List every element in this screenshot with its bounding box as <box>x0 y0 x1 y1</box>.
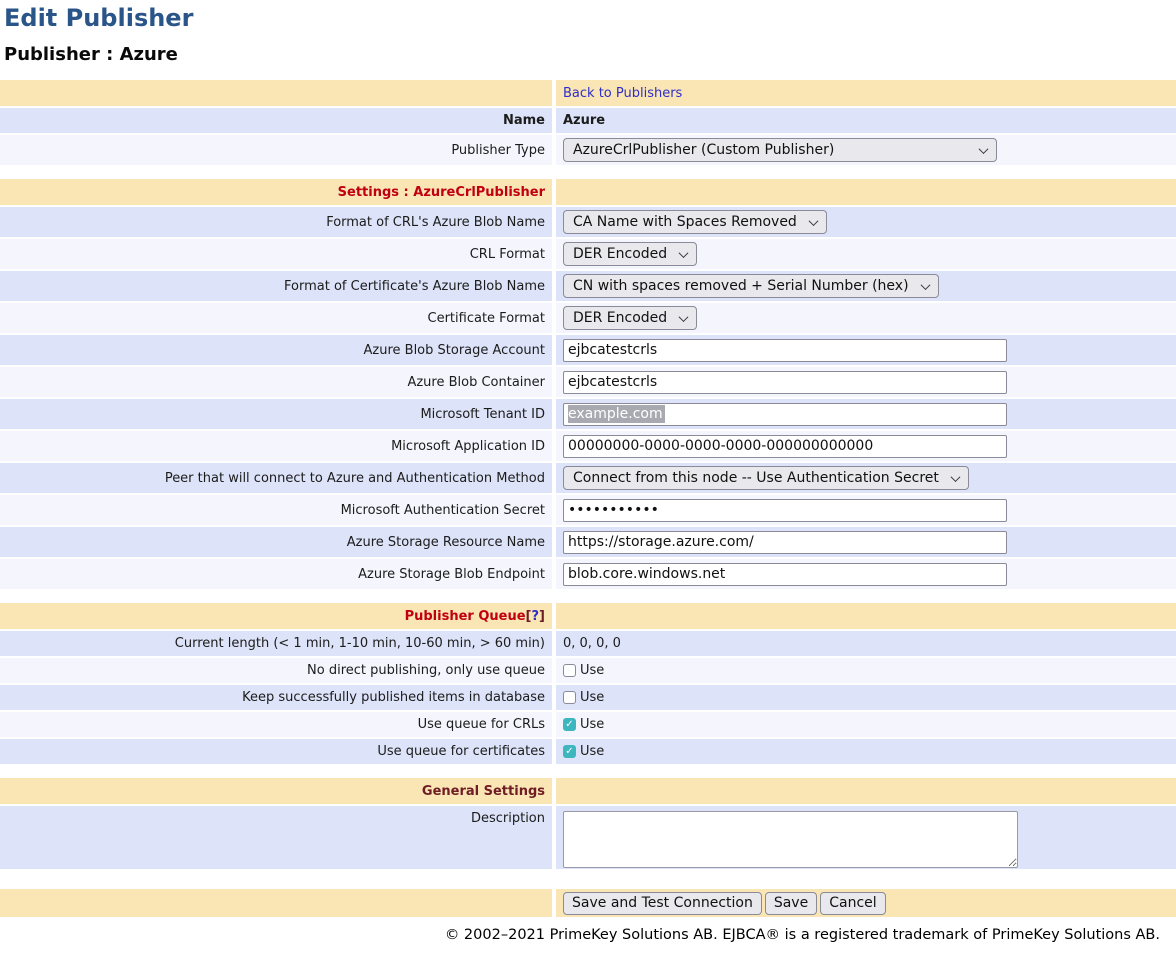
azure-storage-blob-endpoint-input[interactable] <box>563 562 1007 586</box>
save-button[interactable]: Save <box>764 891 818 915</box>
publisher-queue-table: Publisher Queue[?] Current length (< 1 m… <box>0 603 1176 764</box>
header-spacer <box>0 80 552 106</box>
field-label: Azure Blob Container <box>0 367 552 397</box>
field-label: No direct publishing, only use queue <box>0 658 552 683</box>
peer-authentication-method-select[interactable]: Connect from this node -- Use Authentica… <box>563 466 969 490</box>
row-description: Description <box>0 806 1176 869</box>
row-microsoft-authentication-secret: Microsoft Authentication Secret <box>0 495 1176 525</box>
actions-table: Save and Test Connection Save Cancel <box>0 889 1176 917</box>
selected-value: DER Encoded <box>573 310 668 326</box>
field-label: CRL Format <box>0 239 552 269</box>
publisher-queue-section-header: Publisher Queue <box>404 608 526 624</box>
no-direct-publishing-checkbox[interactable] <box>563 664 576 677</box>
chevron-down-icon <box>678 247 689 258</box>
field-label: Current length (< 1 min, 1-10 min, 10-60… <box>0 631 552 656</box>
field-label: Certificate Format <box>0 303 552 333</box>
queue-current-length-value: 0, 0, 0, 0 <box>556 631 1176 656</box>
publisher-info-table: Back to Publishers Name Azure Publisher … <box>0 80 1176 165</box>
chevron-down-icon <box>950 471 961 482</box>
selected-text: example.com <box>568 405 665 423</box>
azure-blob-storage-account-input[interactable] <box>563 338 1007 362</box>
settings-section-header: Settings : AzureCrlPublisher <box>0 179 552 205</box>
microsoft-authentication-secret-input[interactable] <box>563 498 1007 522</box>
name-label: Name <box>0 108 552 133</box>
row-azure-storage-blob-endpoint: Azure Storage Blob Endpoint <box>0 559 1176 589</box>
chevron-down-icon <box>678 311 689 322</box>
settings-table: Settings : AzureCrlPublisher Format of C… <box>0 179 1176 589</box>
azure-blob-container-input[interactable] <box>563 370 1007 394</box>
row-keep-published-items: Keep successfully published items in dat… <box>0 685 1176 710</box>
microsoft-tenant-id-input[interactable]: example.com <box>563 402 1007 426</box>
microsoft-application-id-input[interactable] <box>563 434 1007 458</box>
row-crl-format: CRL Format DER Encoded <box>0 239 1176 269</box>
row-peer-authentication-method: Peer that will connect to Azure and Auth… <box>0 463 1176 493</box>
row-azure-blob-container: Azure Blob Container <box>0 367 1176 397</box>
selected-value: CN with spaces removed + Serial Number (… <box>573 278 909 294</box>
cancel-button[interactable]: Cancel <box>820 891 886 915</box>
row-queue-current-length: Current length (< 1 min, 1-10 min, 10-60… <box>0 631 1176 656</box>
row-crl-blob-name-format: Format of CRL's Azure Blob Name CA Name … <box>0 207 1176 237</box>
row-certificate-format: Certificate Format DER Encoded <box>0 303 1176 333</box>
chevron-down-icon <box>978 143 989 154</box>
field-label: Use queue for certificates <box>0 739 552 764</box>
crl-blob-name-format-select[interactable]: CA Name with Spaces Removed <box>563 210 827 234</box>
use-queue-for-crls-checkbox[interactable] <box>563 718 576 731</box>
certificate-format-select[interactable]: DER Encoded <box>563 306 698 330</box>
field-label: Peer that will connect to Azure and Auth… <box>0 463 552 493</box>
copyright-footer: © 2002–2021 PrimeKey Solutions AB. EJBCA… <box>444 927 1160 943</box>
publisher-type-select[interactable]: AzureCrlPublisher (Custom Publisher) <box>563 138 997 162</box>
selected-value: Connect from this node -- Use Authentica… <box>573 470 939 486</box>
row-azure-storage-resource-name: Azure Storage Resource Name <box>0 527 1176 557</box>
row-use-queue-for-certificates: Use queue for certificates Use <box>0 739 1176 764</box>
crl-format-select[interactable]: DER Encoded <box>563 242 698 266</box>
field-label: Use queue for CRLs <box>0 712 552 737</box>
publisher-type-selected-value: AzureCrlPublisher (Custom Publisher) <box>573 142 835 158</box>
publisher-queue-help-link[interactable]: ? <box>531 608 540 624</box>
row-microsoft-tenant-id: Microsoft Tenant ID example.com <box>0 399 1176 429</box>
chevron-down-icon <box>808 215 819 226</box>
field-label: Azure Storage Resource Name <box>0 527 552 557</box>
checkbox-label: Use <box>580 663 605 678</box>
save-and-test-connection-button[interactable]: Save and Test Connection <box>563 891 762 915</box>
description-label: Description <box>0 806 552 869</box>
checkbox-label: Use <box>580 690 605 705</box>
field-label: Azure Blob Storage Account <box>0 335 552 365</box>
azure-storage-resource-name-input[interactable] <box>563 530 1007 554</box>
row-azure-blob-storage-account: Azure Blob Storage Account <box>0 335 1176 365</box>
row-use-queue-for-crls: Use queue for CRLs Use <box>0 712 1176 737</box>
general-settings-section-header: General Settings <box>0 778 552 804</box>
general-settings-table: General Settings Description <box>0 778 1176 869</box>
page-title: Edit Publisher <box>4 4 194 32</box>
field-label: Keep successfully published items in dat… <box>0 685 552 710</box>
field-label: Format of CRL's Azure Blob Name <box>0 207 552 237</box>
publisher-type-label: Publisher Type <box>0 135 552 165</box>
field-label: Microsoft Tenant ID <box>0 399 552 429</box>
field-label: Format of Certificate's Azure Blob Name <box>0 271 552 301</box>
field-label: Microsoft Application ID <box>0 431 552 461</box>
checkbox-label: Use <box>580 717 605 732</box>
field-label: Azure Storage Blob Endpoint <box>0 559 552 589</box>
row-microsoft-application-id: Microsoft Application ID <box>0 431 1176 461</box>
selected-value: DER Encoded <box>573 246 668 262</box>
use-queue-for-certificates-checkbox[interactable] <box>563 745 576 758</box>
field-label: Microsoft Authentication Secret <box>0 495 552 525</box>
row-no-direct-publishing: No direct publishing, only use queue Use <box>0 658 1176 683</box>
row-certificate-blob-name-format: Format of Certificate's Azure Blob Name … <box>0 271 1176 301</box>
publisher-subtitle: Publisher : Azure <box>4 44 178 65</box>
selected-value: CA Name with Spaces Removed <box>573 214 797 230</box>
back-to-publishers-link[interactable]: Back to Publishers <box>563 85 683 101</box>
chevron-down-icon <box>920 279 931 290</box>
checkbox-label: Use <box>580 744 605 759</box>
certificate-blob-name-format-select[interactable]: CN with spaces removed + Serial Number (… <box>563 274 939 298</box>
description-textarea[interactable] <box>563 811 1018 868</box>
keep-published-items-checkbox[interactable] <box>563 691 576 704</box>
name-value: Azure <box>556 108 1176 133</box>
